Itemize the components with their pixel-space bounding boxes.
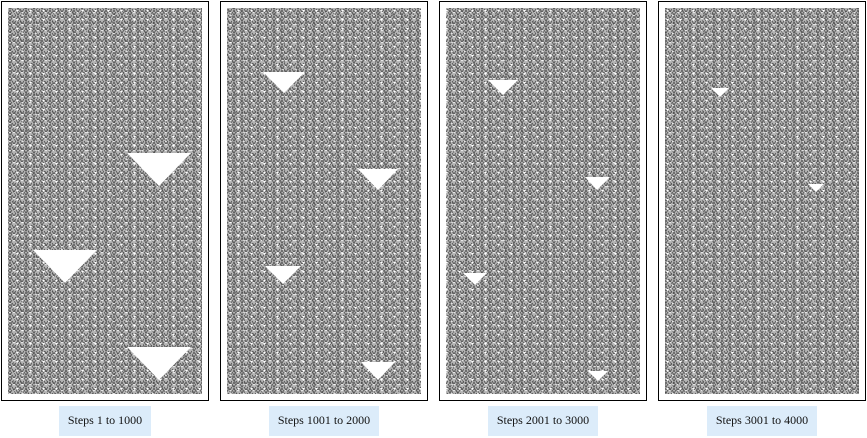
panel [1, 1, 209, 401]
caption: Steps 2001 to 3000 [497, 413, 589, 427]
white-triangles [33, 153, 191, 380]
caption-box [59, 406, 151, 436]
automaton-texture [227, 8, 421, 394]
caption: Steps 1001 to 2000 [278, 413, 370, 427]
caption-box [269, 406, 379, 436]
panel [439, 1, 647, 401]
automaton-texture [665, 8, 859, 394]
caption: Steps 3001 to 4000 [716, 413, 808, 427]
automaton-texture [446, 8, 640, 394]
automaton-texture [8, 8, 202, 394]
caption: Steps 1 to 1000 [68, 413, 142, 427]
panel [658, 1, 866, 401]
panel [220, 1, 428, 401]
caption-box [488, 406, 598, 436]
caption-box [707, 406, 817, 436]
